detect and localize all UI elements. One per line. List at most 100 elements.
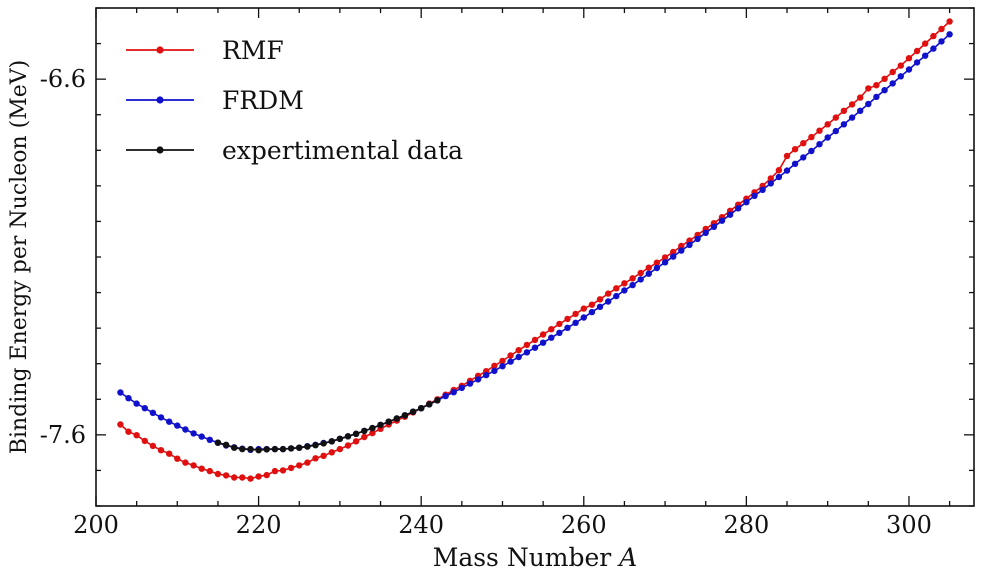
data-point [336,445,344,453]
data-point [678,247,685,254]
data-point [808,133,815,141]
data-point [361,433,368,441]
data-point [645,270,652,277]
data-point [913,47,921,55]
data-point [222,441,230,448]
data-point [718,217,726,224]
data-point [946,18,953,25]
legend-label: expertimental data [222,136,463,165]
data-point [287,464,295,472]
legend-swatch-marker [156,96,164,104]
data-point [352,430,360,437]
data-point [182,426,189,433]
data-point [361,427,368,435]
data-point [125,395,132,402]
data-point [605,298,612,305]
data-point [239,445,246,453]
x-tick-label: 300 [886,511,932,539]
data-point [166,418,173,425]
data-point [182,459,189,466]
data-point [832,114,839,121]
data-point [320,452,327,459]
data-point [141,437,148,445]
data-point [865,85,872,92]
x-axis-label: Mass Number A [433,543,638,572]
data-point [531,344,539,351]
data-point [621,280,628,287]
data-point [409,408,417,415]
data-point [117,389,124,396]
data-point [198,433,205,440]
data-point [539,331,547,338]
legend-item: FRDM [126,86,304,115]
data-point [231,444,238,451]
data-point [263,446,270,453]
data-point [922,52,929,59]
data-point [775,167,783,174]
data-point [832,127,839,135]
x-axis-label-var: A [617,543,637,572]
data-point [759,186,766,193]
data-point [141,405,148,412]
data-point [190,430,197,437]
data-point [377,421,384,429]
data-point [190,462,197,469]
data-point [816,127,823,134]
data-point [588,308,596,316]
data-point [816,141,823,148]
data-point [905,55,913,62]
data-point [385,418,392,425]
data-point [564,324,571,331]
data-point [621,287,628,294]
data-point [889,68,896,76]
data-point [426,401,433,408]
series-layer [117,18,953,482]
data-point [881,87,888,94]
data-point [881,75,888,83]
data-point [857,107,864,115]
data-point [393,415,400,422]
data-point [157,447,165,454]
data-point [328,438,335,445]
data-point [539,339,547,346]
data-point [938,38,945,45]
data-point [897,73,904,80]
data-point [889,80,896,87]
x-tick-label: 200 [73,511,119,539]
data-point [588,301,596,308]
data-point [670,253,677,260]
data-point [775,173,783,181]
data-point [133,432,140,439]
data-point [840,107,848,115]
data-point [580,314,587,321]
data-point [613,285,620,292]
data-point [710,223,718,230]
data-point [491,362,498,369]
data-point [897,62,904,69]
data-point [678,242,685,250]
data-point [304,459,311,466]
data-point [572,310,579,318]
data-point [271,445,279,453]
data-point [726,211,734,218]
data-point [637,276,644,283]
data-point [157,414,165,421]
data-point [442,392,449,400]
data-point [166,450,173,457]
data-point [548,326,555,333]
data-point [239,474,246,481]
data-point [352,438,360,445]
y-axis-label: Binding Energy per Nucleon (MeV) [7,60,32,454]
data-point [848,114,856,121]
data-point [434,397,441,404]
data-point [661,254,669,261]
legend-item: RMF [126,36,284,65]
data-point [255,447,262,454]
data-point [840,121,848,128]
data-point [458,384,465,392]
data-point [296,462,303,469]
data-point [312,442,319,449]
data-point [523,341,531,349]
data-point [117,421,124,428]
